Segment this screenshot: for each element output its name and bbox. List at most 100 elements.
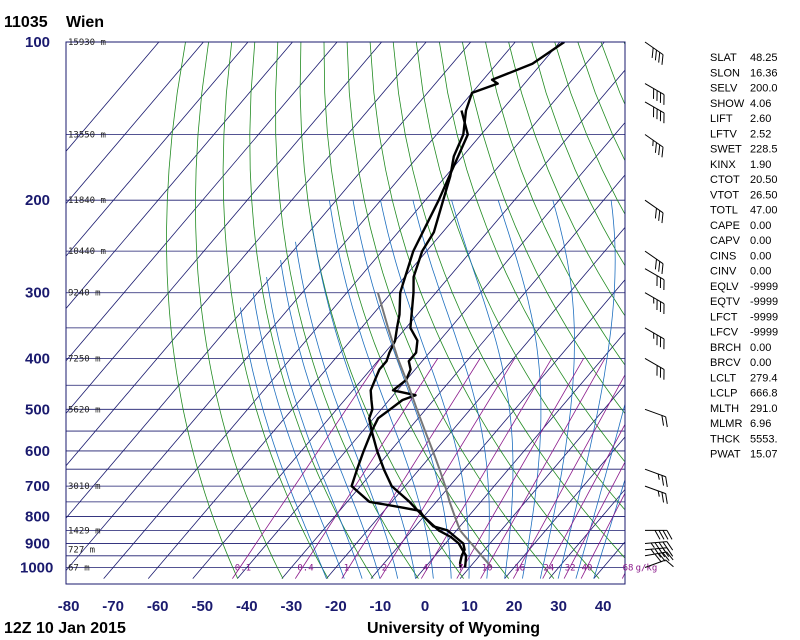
temperature-tick-label: -40 [236, 598, 258, 615]
moist-adiabat [575, 402, 625, 579]
wind-barb [644, 551, 674, 563]
index-value: 47.00 [750, 205, 778, 217]
mixing-ratio-line [563, 461, 625, 579]
wind-barb [644, 268, 665, 291]
pressure-label: 300 [25, 285, 50, 302]
wind-barb [644, 408, 668, 428]
height-label: 10440 m [68, 247, 106, 257]
isotherm-line [281, 174, 625, 579]
index-value: 4.06 [750, 98, 771, 110]
mixing-ratio-line [379, 358, 516, 579]
dry-adiabat [392, 42, 625, 559]
index-value: 0.00 [750, 266, 771, 278]
wind-barb [644, 541, 674, 552]
index-name: CAPE [710, 220, 740, 232]
temperature-tick-label: 30 [550, 598, 567, 615]
mixing-ratio-label: 40 [582, 564, 593, 574]
index-name: SWET [710, 144, 742, 156]
dry-adiabat [222, 42, 329, 579]
mixing-ratio-label: 0.4 [297, 564, 313, 574]
moist-adiabat [539, 200, 575, 579]
wind-barb [644, 559, 674, 568]
pressure-label: 500 [25, 401, 50, 418]
dry-adiabat [323, 42, 510, 579]
index-name: CAPV [710, 235, 741, 247]
moist-adiabat [593, 478, 625, 579]
isotherm-line [326, 226, 625, 579]
height-label: 7250 m [68, 354, 101, 364]
temperature-tick-label: 40 [595, 598, 612, 615]
index-value: 0.00 [750, 357, 771, 369]
isotherm-line [66, 42, 293, 310]
mixing-ratio-line [580, 492, 625, 579]
dry-adiabat [166, 42, 239, 579]
wind-barb [644, 101, 665, 124]
index-value: 20.50 [750, 174, 778, 186]
dry-adiabat [275, 42, 419, 579]
wind-barb [644, 357, 665, 380]
index-value: 1.90 [750, 159, 771, 171]
moist-adiabat [266, 276, 363, 579]
pressure-label: 600 [25, 443, 50, 460]
moist-adiabat [412, 200, 490, 579]
isotherm-line [66, 42, 382, 414]
index-value: 2.52 [750, 128, 771, 140]
isotherm-line [459, 383, 625, 579]
isotherm-line [66, 42, 516, 572]
index-name: MLMR [710, 418, 742, 430]
moist-adiabat [380, 200, 470, 579]
moist-adiabat [451, 200, 514, 579]
mixing-ratio-label: 68 [623, 564, 634, 574]
pressure-label: 200 [25, 192, 50, 209]
data-source: University of Wyoming [367, 620, 540, 637]
wind-barb [644, 468, 668, 487]
index-name: CINS [710, 250, 736, 262]
mixing-ratio-line [420, 358, 553, 579]
station-name: Wien [66, 14, 104, 31]
chart-grid [66, 42, 625, 579]
pressure-label: 900 [25, 536, 50, 553]
height-label: 1429 m [68, 526, 101, 536]
dry-adiabat [439, 42, 625, 463]
index-name: LFCT [710, 311, 738, 323]
mixing-ratio-unit: g/kg [636, 564, 658, 574]
temperature-tick-label: 0 [421, 598, 429, 615]
pressure-label: 400 [25, 350, 50, 367]
height-label: 15930 m [68, 38, 106, 48]
mixing-ratio-line [341, 358, 481, 579]
dry-adiabat [249, 42, 374, 579]
height-label: 67 m [68, 564, 90, 574]
temperature-tick-label: 10 [461, 598, 478, 615]
isotherm-line [147, 42, 605, 579]
index-name: LIFT [710, 113, 733, 125]
wind-barb [644, 41, 664, 65]
wind-barb [644, 485, 668, 504]
index-name: EQLV [710, 281, 739, 293]
wind-barb [644, 327, 665, 350]
chart-labels: 0.1 0.4 1 2 4 7 10 16 24 32 40 68 g/kg10020030040050… [20, 34, 657, 615]
isotherm-line [66, 42, 427, 467]
index-value: 5553. [750, 433, 778, 445]
temperature-tick-label: 20 [506, 598, 523, 615]
isotherm-line [415, 331, 625, 579]
moist-adiabat [295, 241, 399, 579]
index-name: EQTV [710, 296, 741, 308]
index-value: -9999 [750, 327, 778, 339]
wind-barb [644, 83, 665, 105]
index-name: LFTV [710, 128, 738, 140]
index-value: 200.0 [750, 83, 778, 95]
mixing-ratio-line [512, 373, 625, 579]
isotherm-line [237, 121, 625, 579]
wind-barb [645, 529, 673, 540]
chart-series [350, 42, 565, 569]
temperature-tick-label: -20 [325, 598, 347, 615]
mixing-ratio-label: 2 [382, 564, 387, 574]
isotherm-line [103, 42, 561, 579]
height-label: 5620 m [68, 405, 101, 415]
dry-adiabat [531, 42, 625, 267]
mixing-ratio-label: 7 [458, 564, 463, 574]
isotherm-line [66, 42, 160, 152]
height-label: 3010 m [68, 482, 101, 492]
isotherm-line [66, 42, 204, 205]
